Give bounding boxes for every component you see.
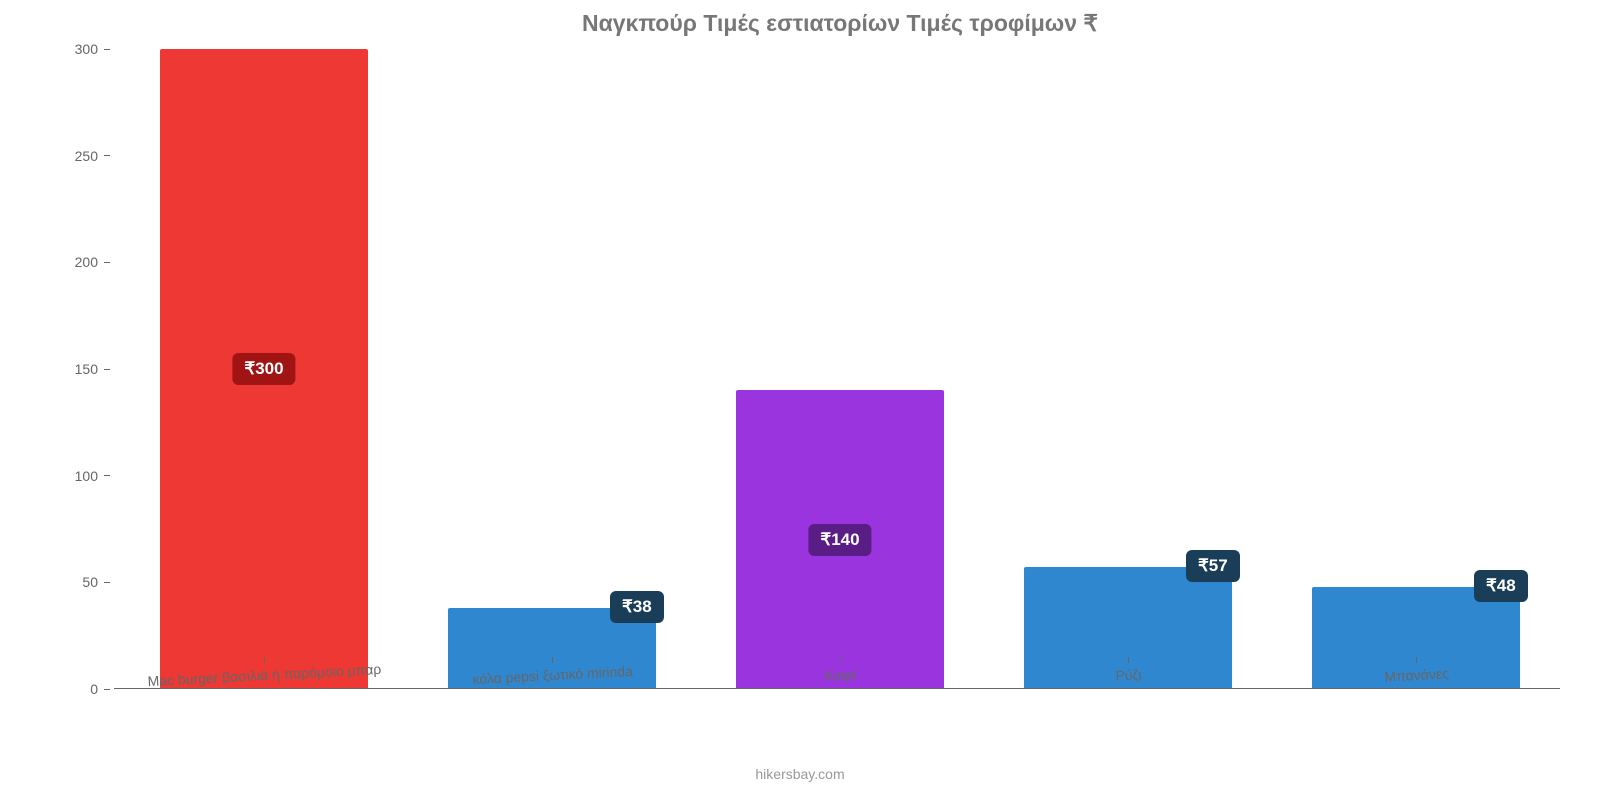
- bar: ₹300: [160, 49, 367, 689]
- x-axis-label: Καφέ: [824, 666, 857, 684]
- value-badge: ₹38: [610, 591, 664, 623]
- y-tick-mark: [104, 262, 110, 263]
- x-tick-mark: [1416, 657, 1417, 663]
- bar-slot: ₹57: [984, 49, 1272, 689]
- bars-row: ₹300 ₹38 ₹140 ₹57 ₹48: [120, 49, 1560, 689]
- y-tick-label: 150: [75, 361, 98, 377]
- y-tick: 0: [50, 681, 110, 697]
- x-axis-labels: Mac burger βασιλιά ή παρόμοιο μπαρ κόλα p…: [120, 657, 1560, 697]
- y-tick-label: 300: [75, 41, 98, 57]
- x-tick-mark: [552, 657, 553, 663]
- value-badge: ₹57: [1186, 550, 1240, 582]
- x-tick-mark: [1128, 657, 1129, 663]
- y-tick-mark: [104, 155, 110, 156]
- y-tick-mark: [104, 475, 110, 476]
- y-axis: 050100150200250300: [50, 49, 110, 689]
- x-label-slot: Καφέ: [696, 657, 984, 697]
- bar-slot: ₹140: [696, 49, 984, 689]
- x-label-slot: Μπανάνες: [1272, 657, 1560, 697]
- y-tick: 200: [50, 254, 110, 270]
- bar-slot: ₹48: [1272, 49, 1560, 689]
- y-tick: 50: [50, 574, 110, 590]
- credit-text: hikersbay.com: [0, 766, 1600, 782]
- y-tick-label: 0: [90, 681, 98, 697]
- plot-area: 050100150200250300 ₹300₹38₹140₹57₹48 Mac…: [120, 49, 1560, 689]
- y-tick-mark: [104, 582, 110, 583]
- chart-container: Ναγκπούρ Τιμές εστιατορίων Τιμές τροφίμω…: [0, 0, 1600, 800]
- y-tick: 150: [50, 361, 110, 377]
- bar-slot: ₹300: [120, 49, 408, 689]
- x-axis-label: κόλα pepsi ξωτικό mirinda: [472, 663, 633, 687]
- chart-title: Ναγκπούρ Τιμές εστιατορίων Τιμές τροφίμω…: [120, 10, 1560, 37]
- value-badge: ₹48: [1474, 570, 1528, 602]
- y-tick-mark: [104, 369, 110, 370]
- y-tick-mark: [104, 49, 110, 50]
- bar-slot: ₹38: [408, 49, 696, 689]
- x-tick-mark: [264, 657, 265, 663]
- value-badge: ₹300: [232, 353, 295, 385]
- x-label-slot: Ρύζι: [984, 657, 1272, 697]
- x-label-slot: Mac burger βασιλιά ή παρόμοιο μπαρ: [120, 657, 408, 697]
- y-tick-label: 50: [82, 574, 98, 590]
- bar: ₹140: [736, 390, 943, 689]
- y-tick: 250: [50, 148, 110, 164]
- y-tick: 100: [50, 468, 110, 484]
- x-label-slot: κόλα pepsi ξωτικό mirinda: [408, 657, 696, 697]
- y-tick-label: 100: [75, 468, 98, 484]
- x-axis-label: Ρύζι: [1115, 666, 1142, 683]
- y-tick-mark: [104, 689, 110, 690]
- x-axis-label: Mac burger βασιλιά ή παρόμοιο μπαρ: [147, 661, 381, 689]
- x-tick-mark: [840, 657, 841, 663]
- y-tick: 300: [50, 41, 110, 57]
- y-tick-label: 200: [75, 254, 98, 270]
- y-tick-label: 250: [75, 148, 98, 164]
- x-axis-label: Μπανάνες: [1384, 665, 1449, 684]
- value-badge: ₹140: [808, 524, 871, 556]
